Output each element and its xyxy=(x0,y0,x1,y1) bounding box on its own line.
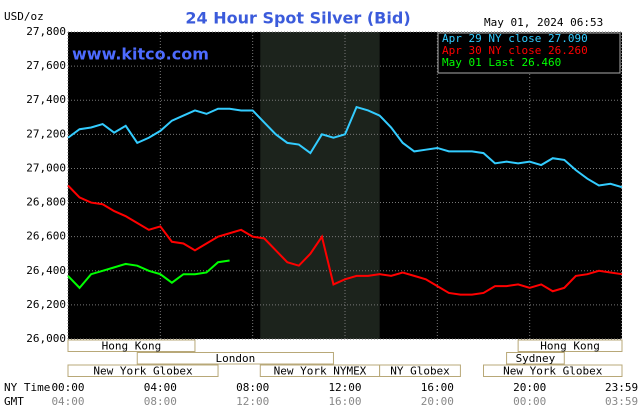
session-label: Hong Kong xyxy=(540,340,600,353)
session-box xyxy=(67,364,219,377)
unit-label: USD/oz xyxy=(4,10,44,23)
y-tick-label: 26,400 xyxy=(26,264,66,277)
x-tick-label: 23:59 xyxy=(605,381,638,394)
y-tick-label: 27,200 xyxy=(26,127,66,140)
x-tick-label: 08:00 xyxy=(236,381,269,394)
legend-entry: Apr 29 NY close 27.090 xyxy=(442,32,588,45)
gmt-tick-label: 03:59 xyxy=(605,395,638,408)
series-line xyxy=(67,105,623,189)
y-tick-label: 27,000 xyxy=(26,161,66,174)
session-box xyxy=(517,339,623,352)
x-tick-label: 20:00 xyxy=(513,381,546,394)
gmt-tick-label: 20:00 xyxy=(421,395,454,408)
legend-box xyxy=(437,32,621,74)
legend-entry: May 01 Last 26.460 xyxy=(442,56,561,69)
x-tick-label: 00:00 xyxy=(51,381,84,394)
x-row-label: NY Time xyxy=(4,381,50,394)
session-box xyxy=(379,364,461,377)
session-label: New York NYMEX xyxy=(274,365,367,378)
x-tick-label: 04:00 xyxy=(144,381,177,394)
watermark: www.kitco.com xyxy=(72,45,209,64)
gmt-tick-label: 00:00 xyxy=(513,395,546,408)
session-label: New York Globex xyxy=(93,365,193,378)
gmt-tick-label: 16:00 xyxy=(328,395,361,408)
session-label: New York Globex xyxy=(503,365,603,378)
session-box xyxy=(67,339,196,352)
highlight-band xyxy=(260,32,380,339)
legend-entry: Apr 30 NY close 26.260 xyxy=(442,44,588,57)
y-tick-label: 26,800 xyxy=(26,196,66,209)
y-tick-label: 26,200 xyxy=(26,298,66,311)
x-row-label: GMT xyxy=(4,395,24,408)
session-label: Hong Kong xyxy=(102,340,162,353)
gmt-tick-label: 12:00 xyxy=(236,395,269,408)
y-tick-label: 27,400 xyxy=(26,93,66,106)
session-box xyxy=(136,352,334,365)
session-label: Sydney xyxy=(516,352,556,365)
timestamp: May 01, 2024 06:53 xyxy=(484,16,603,29)
y-tick-label: 26,600 xyxy=(26,230,66,243)
x-tick-label: 12:00 xyxy=(328,381,361,394)
session-box xyxy=(506,352,565,365)
session-label: NY Globex xyxy=(390,365,450,378)
chart-title: 24 Hour Spot Silver (Bid) xyxy=(185,9,410,28)
series-line xyxy=(67,259,230,290)
series-line xyxy=(67,184,623,296)
y-tick-label: 27,600 xyxy=(26,59,66,72)
gmt-tick-label: 08:00 xyxy=(144,395,177,408)
y-tick-label: 27,800 xyxy=(26,25,66,38)
y-tick-label: 26,000 xyxy=(26,332,66,345)
gmt-tick-label: 04:00 xyxy=(51,395,84,408)
session-box xyxy=(483,364,623,377)
x-tick-label: 16:00 xyxy=(421,381,454,394)
session-label: London xyxy=(215,352,255,365)
